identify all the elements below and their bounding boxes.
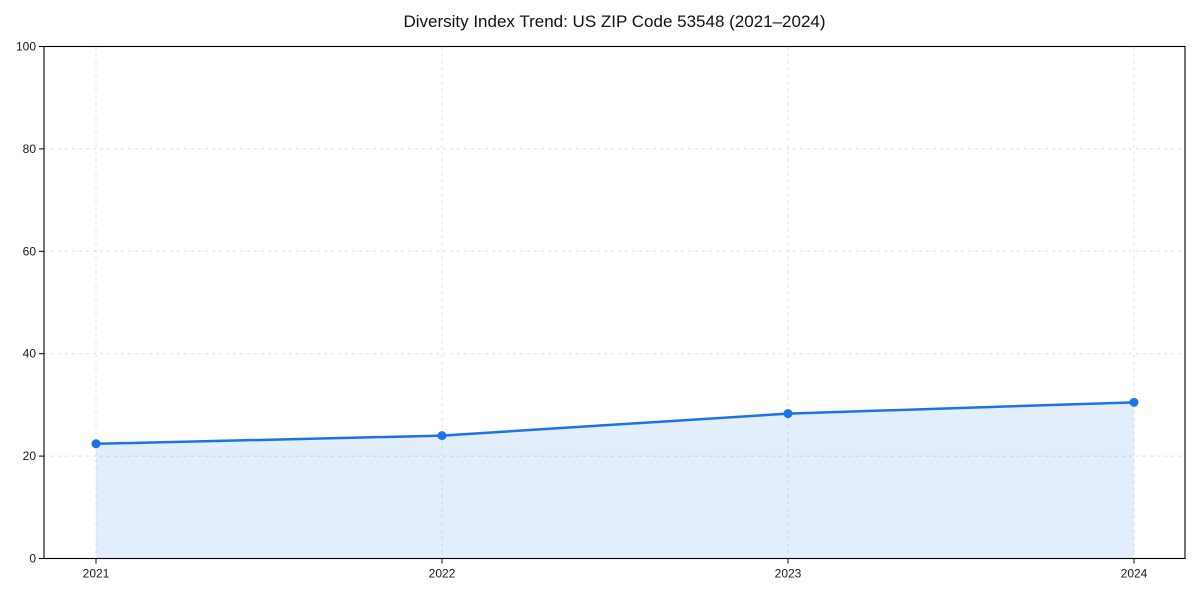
x-tick-label: 2024 [1121,567,1148,581]
data-point-marker [437,431,447,441]
data-point-marker [91,439,101,449]
y-tick-label: 80 [23,142,37,156]
y-tick-label: 20 [23,449,37,463]
x-tick-label: 2022 [429,567,456,581]
y-tick-label: 40 [23,347,37,361]
data-point-marker [1129,397,1139,407]
y-tick-label: 60 [23,244,37,258]
y-tick-label: 100 [16,40,36,54]
x-tick-label: 2023 [775,567,802,581]
x-tick-label: 2021 [83,567,110,581]
plot-border [43,45,1186,560]
trend-line [94,401,1136,446]
chart-title: Diversity Index Trend: US ZIP Code 53548… [403,12,826,31]
data-point-marker [783,409,793,419]
y-tick-label: 0 [29,552,36,566]
area-fill [96,402,1134,559]
